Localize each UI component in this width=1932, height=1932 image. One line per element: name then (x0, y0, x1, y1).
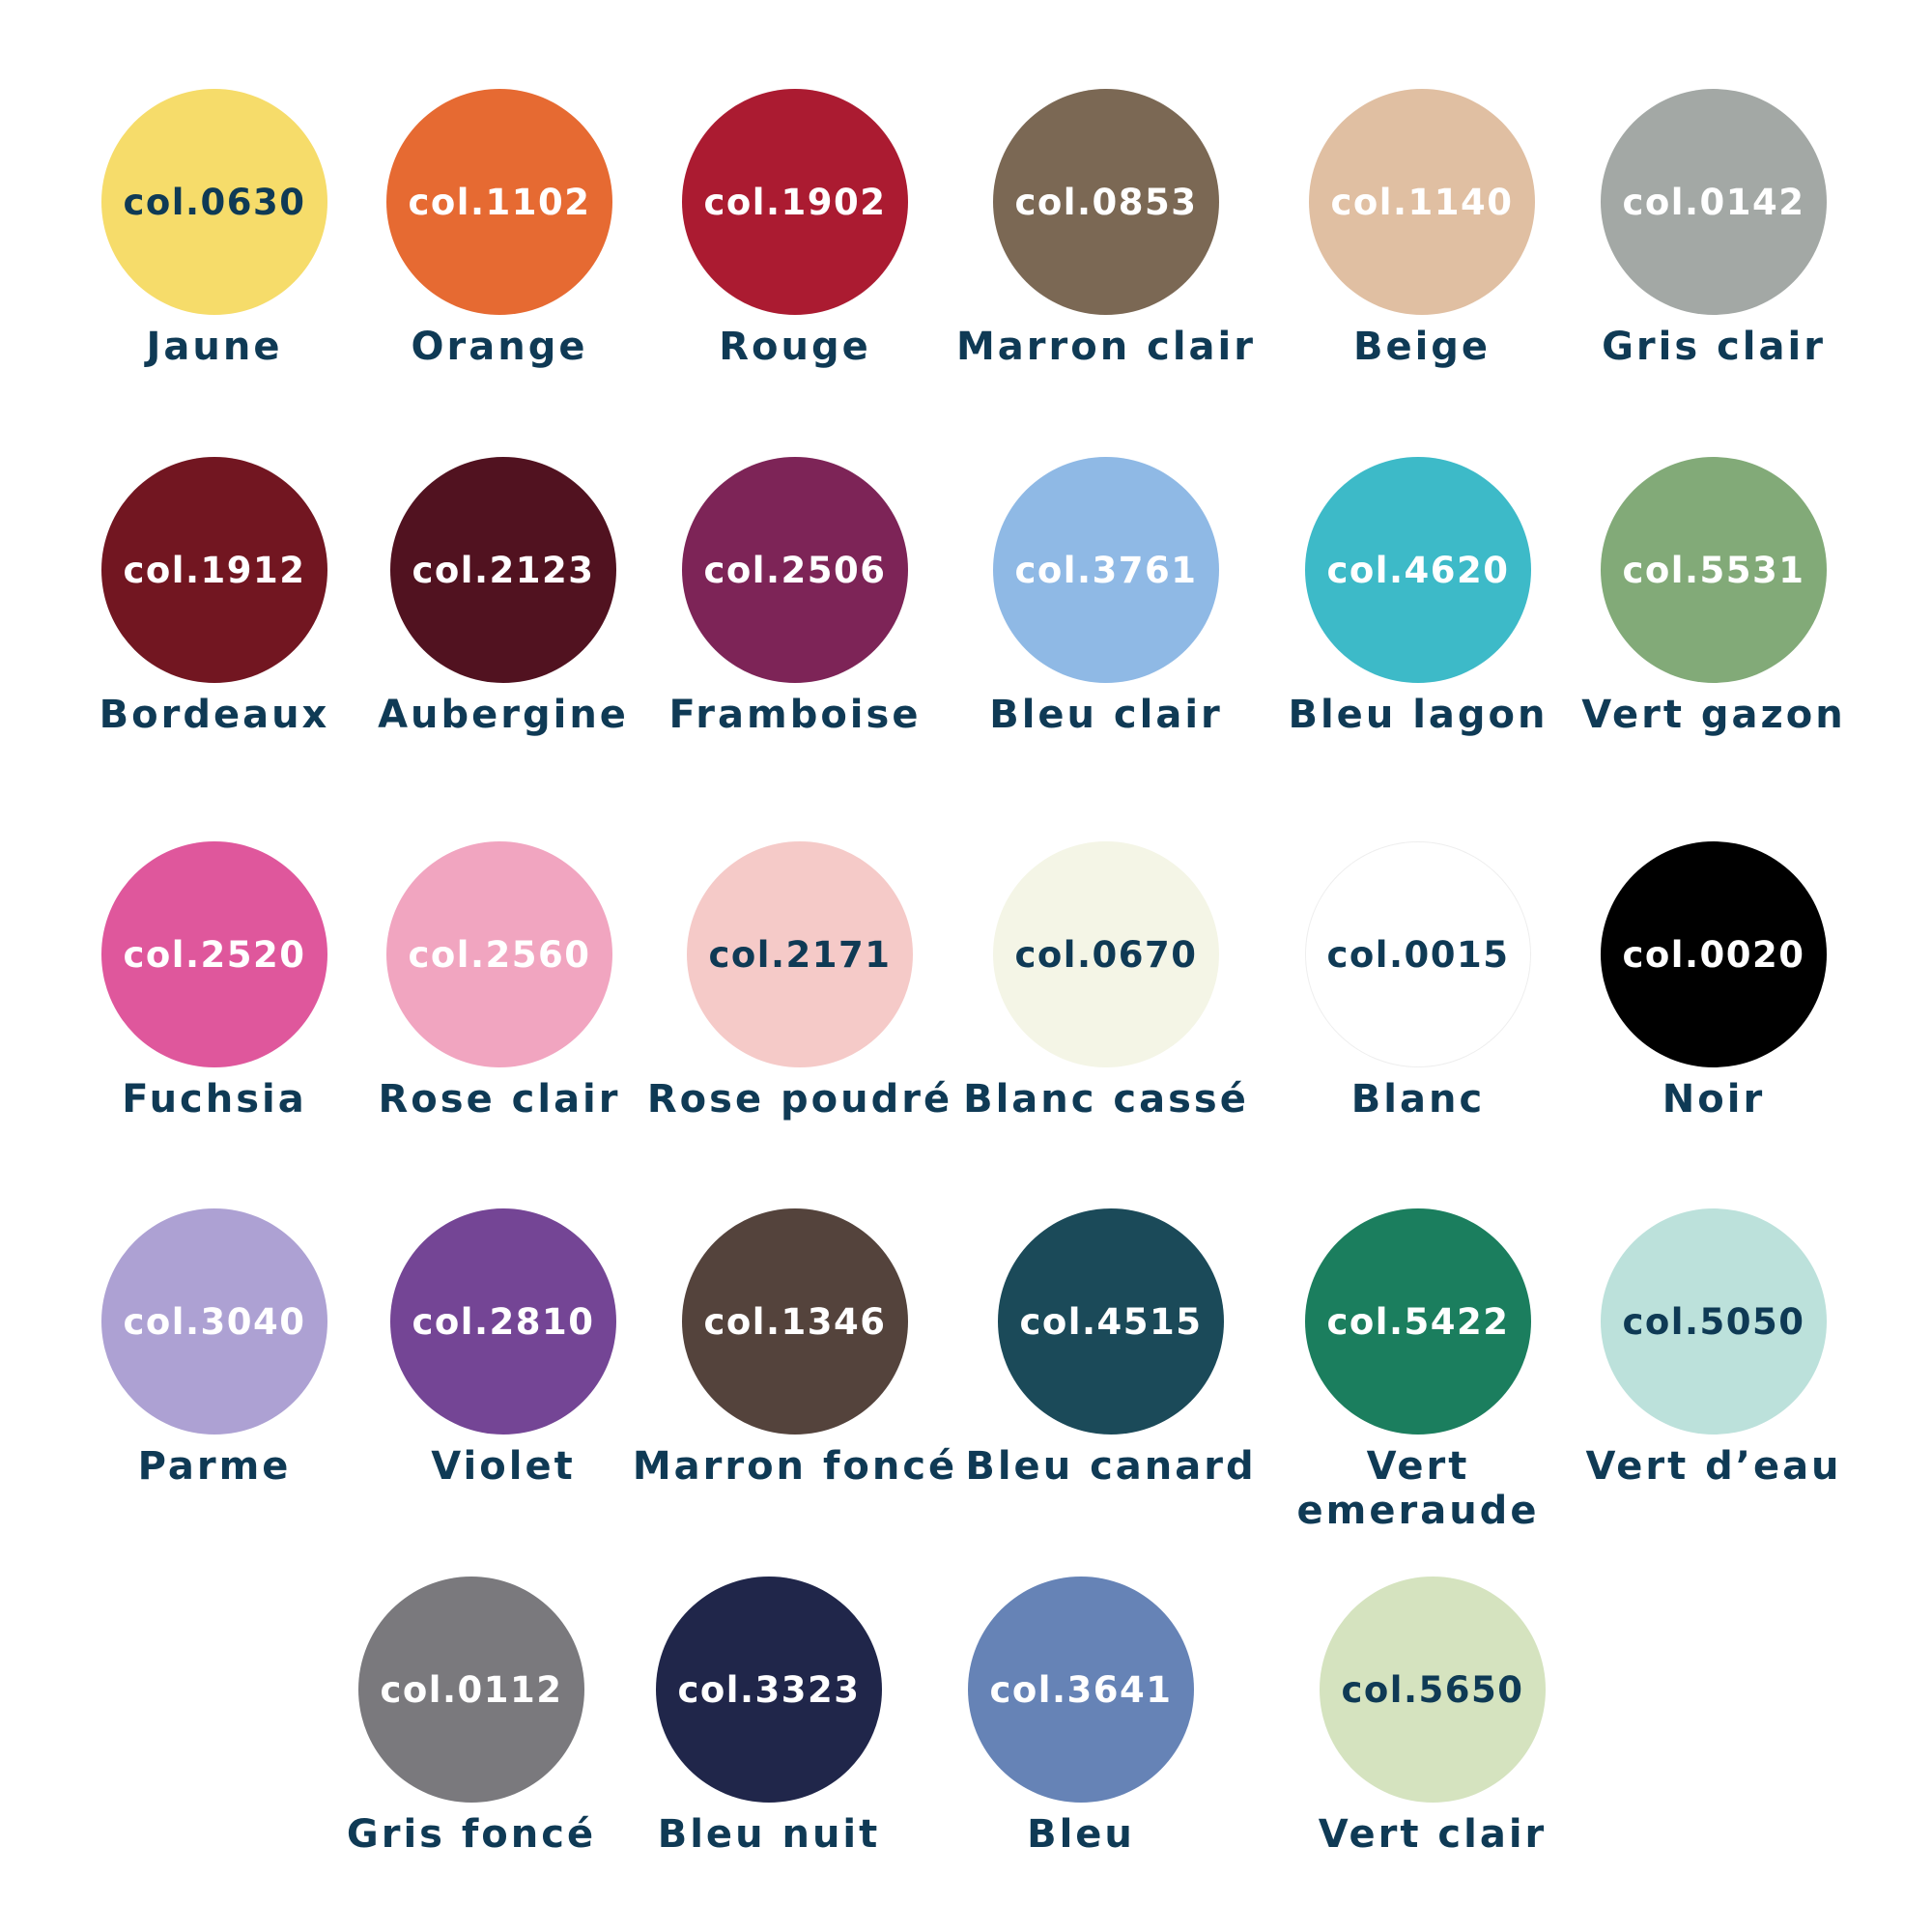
color-name: Gris clair (1602, 325, 1826, 369)
color-swatch: col.0142 (1601, 89, 1827, 315)
color-swatch: col.0015 (1305, 841, 1531, 1067)
color-code: col.1140 (1330, 181, 1514, 223)
color-code: col.0853 (1014, 181, 1198, 223)
color-name: Vert clair (1318, 1812, 1548, 1857)
color-name: Vert gazon (1581, 693, 1846, 737)
color-swatch: col.4620 (1305, 457, 1531, 683)
color-code: col.5531 (1622, 549, 1805, 591)
color-code: col.5422 (1326, 1300, 1510, 1343)
color-name: Orange (411, 325, 588, 369)
color-name: Bleu canard (965, 1444, 1257, 1489)
color-name: Beige (1352, 325, 1492, 369)
color-name: Noir (1662, 1077, 1766, 1122)
color-code: col.0020 (1622, 933, 1805, 976)
color-code: col.3761 (1014, 549, 1198, 591)
color-swatch: col.5531 (1601, 457, 1827, 683)
color-name: Marron foncé (632, 1444, 958, 1489)
color-name: Blanc cassé (963, 1077, 1249, 1122)
color-name: Aubergine (378, 693, 629, 737)
color-name: Rose poudré (646, 1077, 953, 1122)
color-name: Marron clair (956, 325, 1256, 369)
color-swatch: col.5650 (1320, 1577, 1546, 1803)
color-name: Bordeaux (99, 693, 330, 737)
color-name: Rose clair (378, 1077, 621, 1122)
color-swatch: col.2506 (682, 457, 908, 683)
color-swatch: col.4515 (998, 1208, 1224, 1435)
color-code: col.0142 (1622, 181, 1805, 223)
color-code: col.3323 (677, 1668, 861, 1711)
color-name: Bleu clair (989, 693, 1223, 737)
color-code: col.1912 (123, 549, 306, 591)
color-code: col.2506 (703, 549, 887, 591)
color-name: Framboise (668, 693, 922, 737)
color-swatch: col.3323 (656, 1577, 882, 1803)
color-swatch: col.1140 (1309, 89, 1535, 315)
color-code: col.2171 (708, 933, 892, 976)
color-name: Bleu lagon (1288, 693, 1548, 737)
color-swatch: col.0020 (1601, 841, 1827, 1067)
color-swatch: col.0853 (993, 89, 1219, 315)
color-swatch: col.0112 (358, 1577, 584, 1803)
color-code: col.3641 (989, 1668, 1173, 1711)
color-name: Gris foncé (346, 1812, 597, 1857)
color-swatch: col.2123 (390, 457, 616, 683)
color-swatch: col.2560 (386, 841, 612, 1067)
color-code: col.3040 (123, 1300, 306, 1343)
color-code: col.2123 (412, 549, 595, 591)
color-swatch: col.5422 (1305, 1208, 1531, 1435)
color-name: Blanc (1350, 1077, 1486, 1122)
color-swatch: col.2171 (687, 841, 913, 1067)
color-swatch: col.1902 (682, 89, 908, 315)
color-name: Vert d’eau (1585, 1444, 1842, 1489)
color-swatch: col.0630 (101, 89, 327, 315)
color-swatch: col.2520 (101, 841, 327, 1067)
color-name: Violet (431, 1444, 576, 1489)
color-code: col.1902 (703, 181, 887, 223)
color-code: col.0112 (380, 1668, 563, 1711)
color-name: Bleu nuit (657, 1812, 881, 1857)
color-name: Rouge (719, 325, 871, 369)
color-swatch: col.1102 (386, 89, 612, 315)
color-swatch: col.3761 (993, 457, 1219, 683)
color-code: col.0015 (1326, 933, 1510, 976)
color-swatch: col.2810 (390, 1208, 616, 1435)
color-name: Parme (137, 1444, 292, 1489)
color-name: Vert emeraude (1296, 1444, 1540, 1533)
color-code: col.2810 (412, 1300, 595, 1343)
color-code: col.1102 (408, 181, 591, 223)
color-swatch: col.5050 (1601, 1208, 1827, 1435)
color-swatch: col.0670 (993, 841, 1219, 1067)
color-code: col.0630 (123, 181, 306, 223)
color-code: col.4620 (1326, 549, 1510, 591)
color-code: col.5650 (1341, 1668, 1524, 1711)
color-swatch: col.3641 (968, 1577, 1194, 1803)
color-name: Jaune (146, 325, 283, 369)
color-swatch: col.1346 (682, 1208, 908, 1435)
color-code: col.0670 (1014, 933, 1198, 976)
color-code: col.4515 (1019, 1300, 1203, 1343)
color-code: col.5050 (1622, 1300, 1805, 1343)
color-code: col.2560 (408, 933, 591, 976)
color-name: Bleu (1027, 1812, 1135, 1857)
color-code: col.2520 (123, 933, 306, 976)
color-name: Fuchsia (122, 1077, 307, 1122)
color-swatch: col.1912 (101, 457, 327, 683)
color-code: col.1346 (703, 1300, 887, 1343)
color-swatch: col.3040 (101, 1208, 327, 1435)
